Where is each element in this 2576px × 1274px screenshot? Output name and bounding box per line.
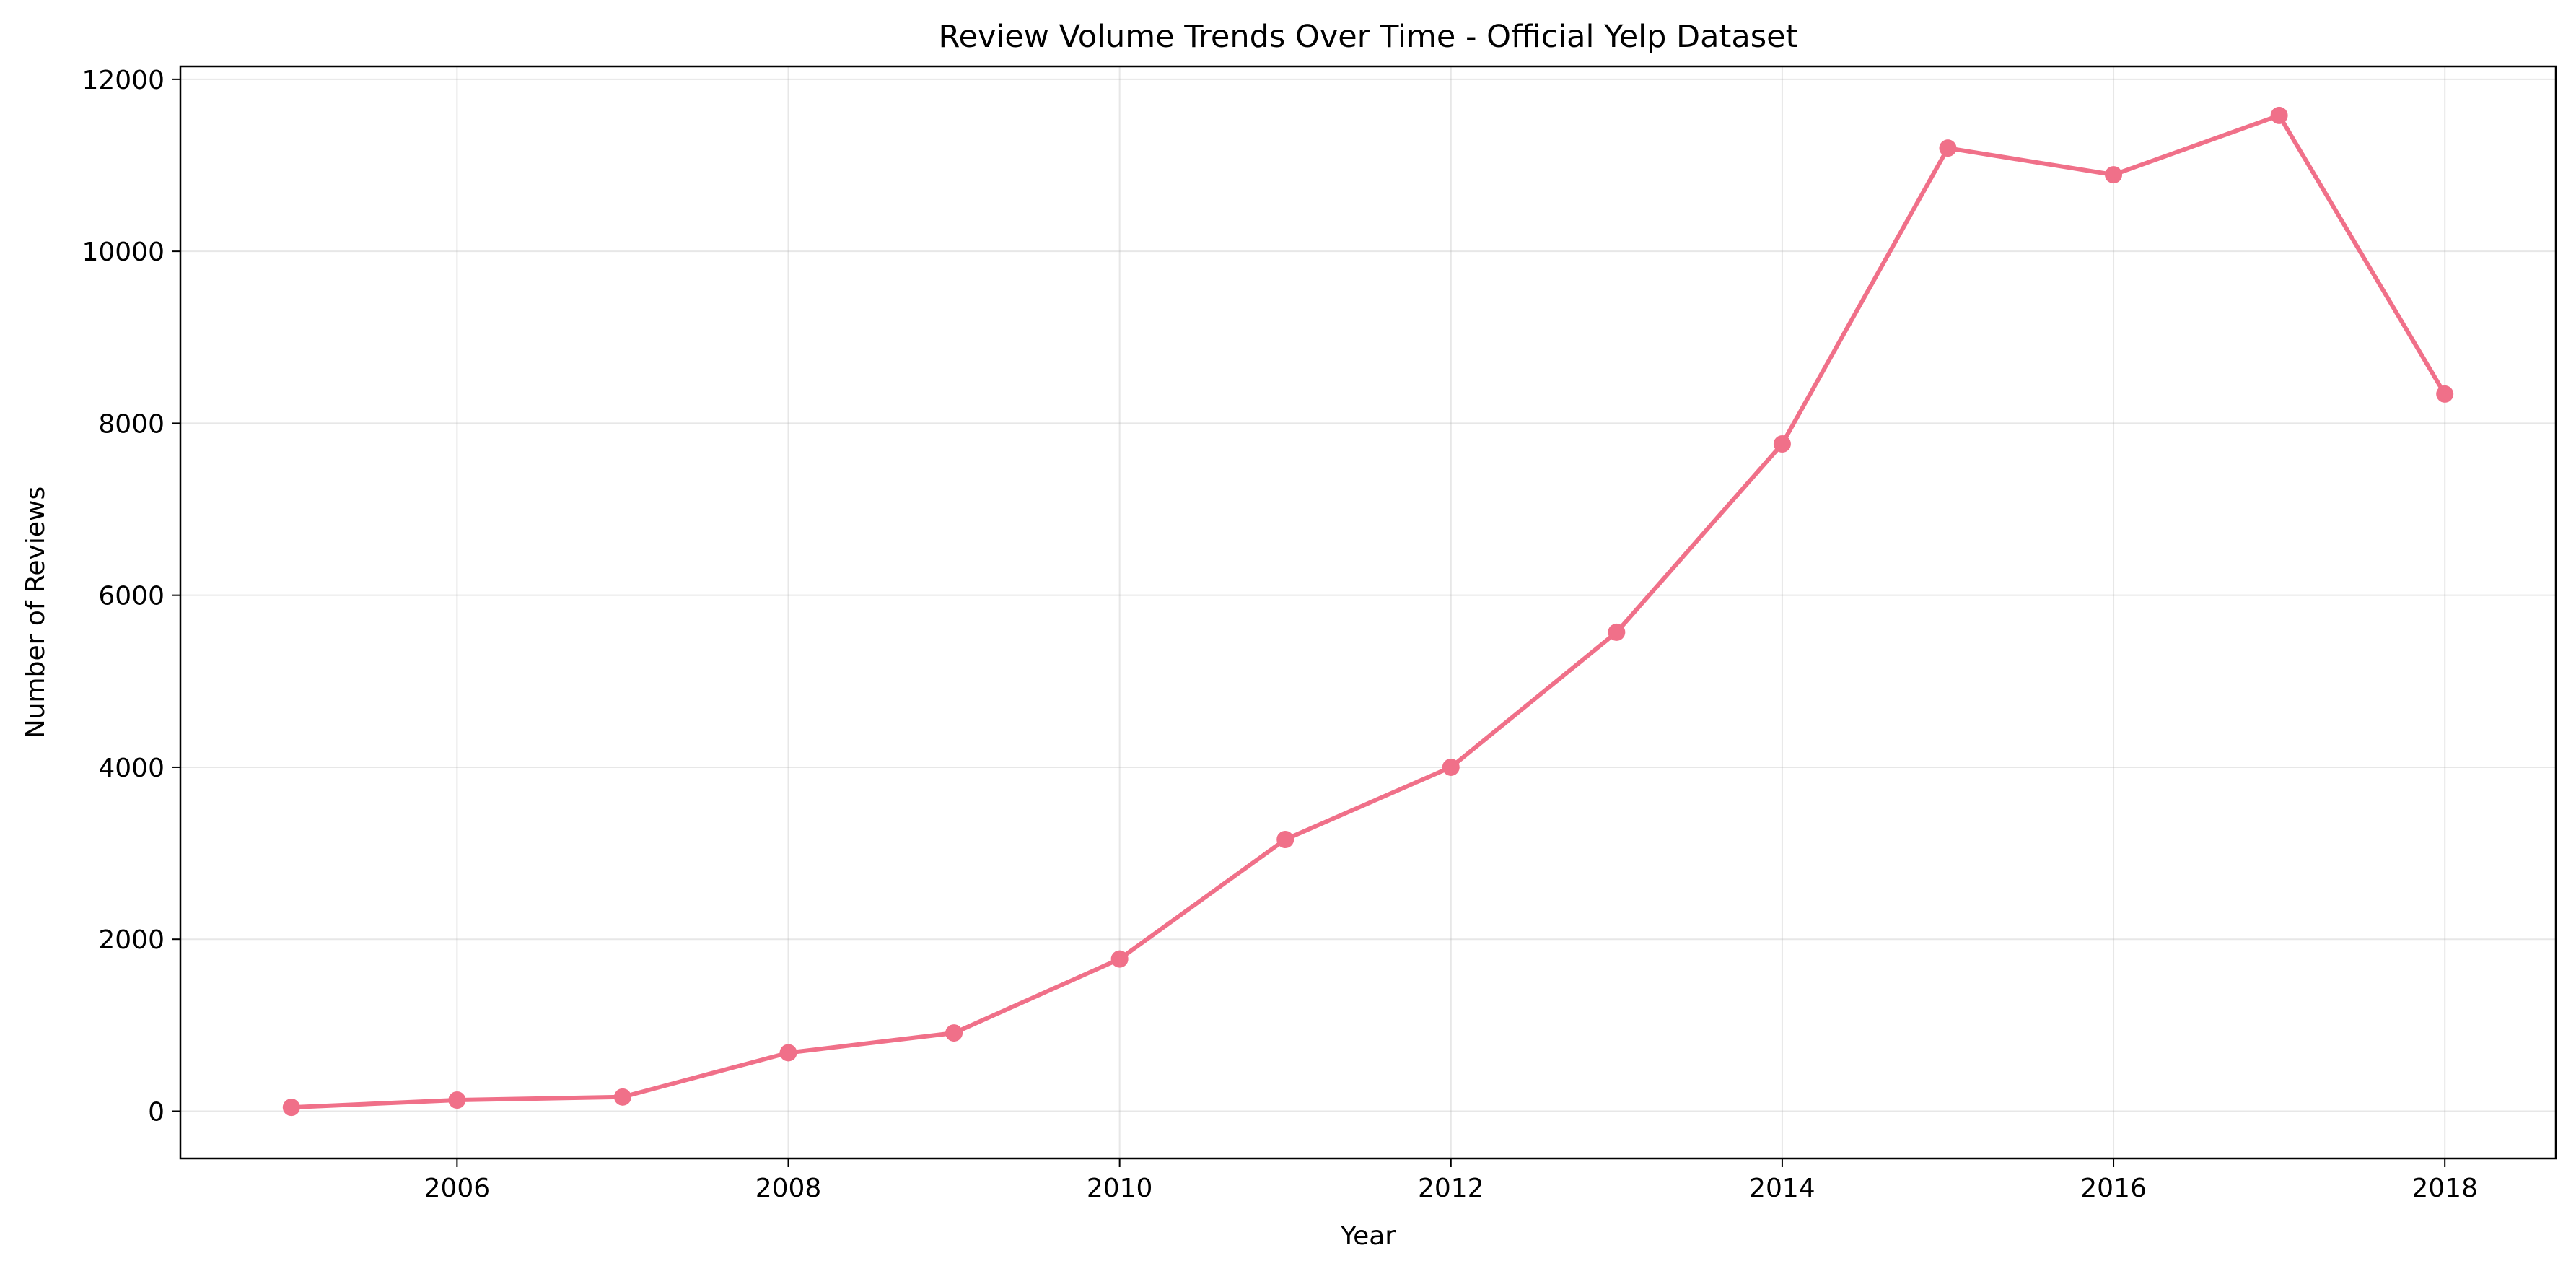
y-tick-label: 10000	[82, 237, 165, 267]
data-point	[613, 1088, 631, 1106]
data-point	[2105, 166, 2123, 184]
data-point	[1939, 139, 1957, 157]
grid	[180, 66, 2556, 1159]
data-point	[2436, 385, 2454, 403]
x-tick-label: 2012	[1418, 1174, 1484, 1203]
x-tick-label: 2018	[2411, 1174, 2478, 1203]
x-tick-label: 2006	[424, 1174, 491, 1203]
x-axis-title: Year	[1340, 1221, 1396, 1251]
y-tick-label: 8000	[98, 409, 165, 439]
series-line	[289, 113, 2448, 1110]
data-point	[1608, 623, 1626, 641]
y-tick-label: 12000	[82, 66, 165, 95]
series-layer	[282, 106, 2454, 1117]
plot-frame	[179, 65, 2557, 1160]
data-point	[448, 1091, 466, 1109]
data-point	[945, 1024, 963, 1042]
data-point	[1110, 950, 1129, 968]
x-tick-label: 2010	[1087, 1174, 1153, 1203]
y-tick-label: 4000	[98, 754, 165, 783]
data-point	[779, 1044, 797, 1062]
data-point	[2270, 106, 2288, 124]
y-tick-label: 2000	[98, 925, 165, 955]
data-point	[1442, 758, 1460, 776]
data-point	[1773, 435, 1791, 453]
axis-ticks: 2006 2008 2010 2012 2014 2016 2018 0 2000 4000 600…	[82, 66, 2478, 1203]
chart-title: Review Volume Trends Over Time - Officia…	[939, 19, 1798, 55]
x-tick-label: 2008	[755, 1174, 822, 1203]
x-tick-label: 2014	[1749, 1174, 1815, 1203]
y-tick-label: 0	[148, 1097, 165, 1127]
y-axis-title: Number of Reviews	[21, 487, 51, 738]
data-point	[282, 1099, 300, 1117]
y-tick-label: 6000	[98, 582, 165, 611]
x-tick-label: 2016	[2080, 1174, 2147, 1203]
data-point	[1276, 831, 1294, 849]
